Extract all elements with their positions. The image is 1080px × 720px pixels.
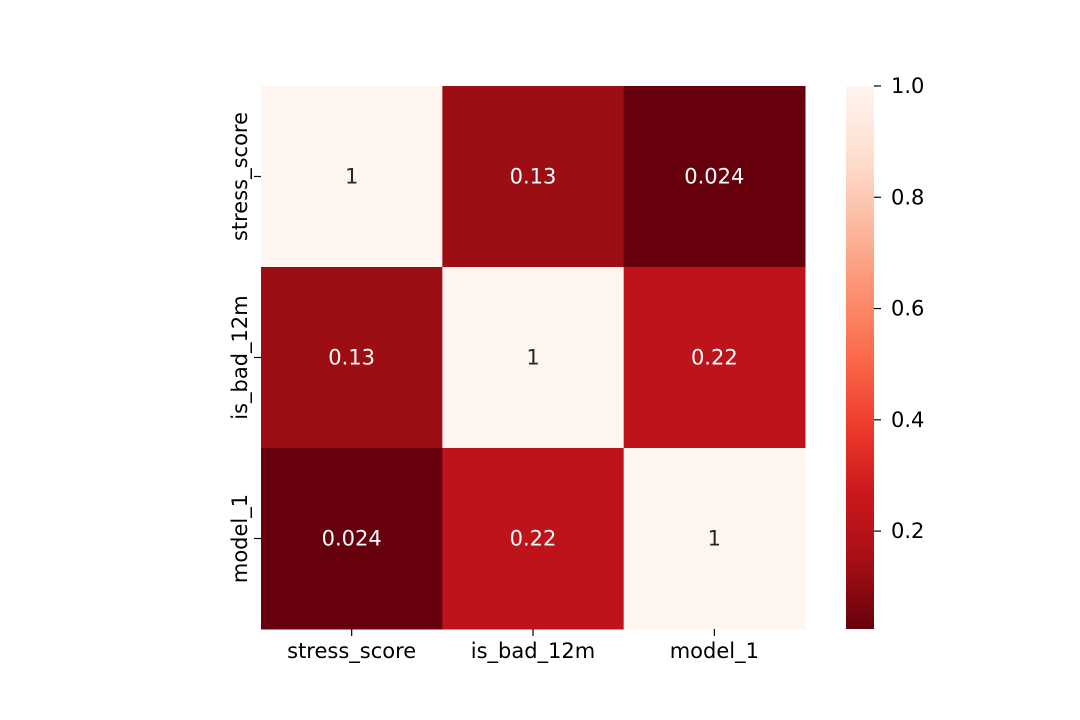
x-tick-label: is_bad_12m [471, 639, 595, 664]
heatmap-cell [261, 448, 443, 630]
cell-value-label: 0.024 [684, 165, 744, 189]
heatmap-cell [442, 448, 625, 630]
cell-value-label: 0.13 [510, 165, 557, 189]
y-tick-label: stress_score [228, 112, 253, 241]
heatmap-cell [261, 267, 443, 449]
cell-value-label: 0.024 [322, 527, 382, 551]
heatmap-cell [623, 448, 806, 630]
y-tick-label: is_bad_12m [228, 295, 253, 419]
colorbar-tick-label: 1.0 [891, 74, 924, 98]
colorbar: 0.2 0.4 0.6 0.8 1.0 [846, 74, 924, 629]
x-tick-label: model_1 [670, 639, 759, 664]
x-tick-label: stress_score [287, 639, 416, 664]
colorbar-tick-label: 0.6 [891, 297, 924, 321]
colorbar-tick-label: 0.4 [891, 408, 924, 432]
x-axis: stress_score is_bad_12m model_1 [287, 629, 759, 664]
y-tick-label: model_1 [228, 494, 253, 583]
cell-value-label: 0.13 [328, 346, 375, 370]
colorbar-tick-label: 0.8 [891, 185, 924, 209]
cell-value-label: 1 [345, 165, 358, 189]
cell-value-label: 1 [526, 346, 539, 370]
heatmap-annotations: 1 0.13 0.024 0.13 1 0.22 0.024 0.22 1 [322, 165, 745, 551]
heatmap-cell [623, 267, 806, 449]
heatmap-cell [261, 86, 443, 268]
colorbar-bar [846, 86, 874, 629]
heatmap-cell [442, 86, 625, 268]
cell-value-label: 0.22 [510, 527, 557, 551]
heatmap-cell [623, 86, 806, 268]
heatmap-cells [261, 86, 806, 630]
cell-value-label: 1 [708, 527, 721, 551]
y-axis: stress_score is_bad_12m model_1 [228, 112, 261, 583]
cell-value-label: 0.22 [691, 346, 738, 370]
heatmap-cell [442, 267, 625, 449]
colorbar-tick-label: 0.2 [891, 519, 924, 543]
